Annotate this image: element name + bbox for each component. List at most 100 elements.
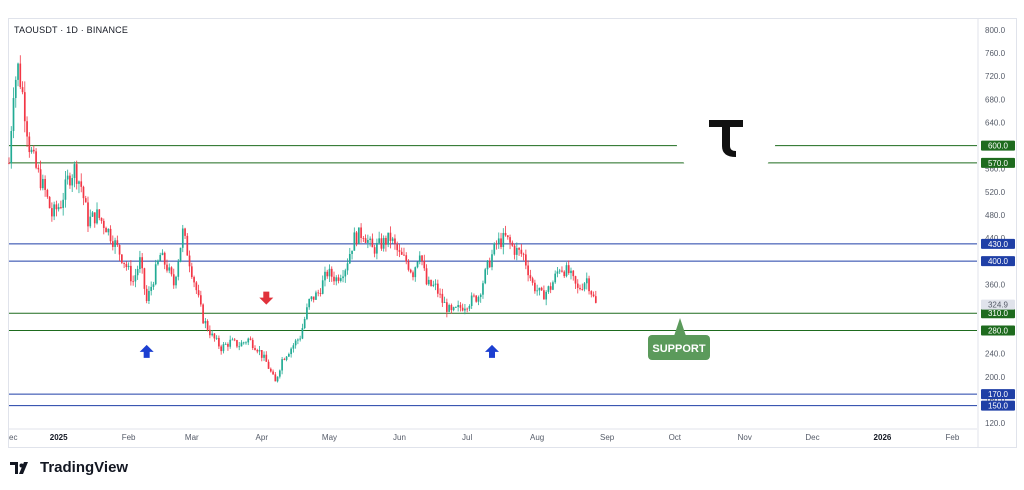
tradingview-footer[interactable]: TradingView xyxy=(10,459,128,476)
candle-body xyxy=(540,287,543,291)
candle-body xyxy=(369,238,371,240)
candle-body xyxy=(421,255,423,262)
candle-body xyxy=(292,345,295,349)
candle-body xyxy=(53,204,55,217)
candle-body xyxy=(486,260,489,270)
candle-body xyxy=(436,283,439,294)
candle-body xyxy=(12,98,15,131)
candle-body xyxy=(269,368,272,372)
candle-body xyxy=(148,290,150,302)
candle-body xyxy=(482,283,484,295)
candle-body xyxy=(446,302,448,312)
candle-body xyxy=(398,250,401,252)
candle-body xyxy=(62,199,65,208)
candle-body xyxy=(348,253,351,264)
candle-body xyxy=(278,370,281,377)
candle-body xyxy=(46,189,49,197)
candle-body xyxy=(430,279,432,286)
candle-body xyxy=(355,232,358,245)
candle-body xyxy=(78,181,80,184)
candle-body xyxy=(130,265,132,282)
x-tick-label: Feb xyxy=(122,433,136,442)
candle-body xyxy=(455,307,457,308)
candle-body xyxy=(161,252,164,256)
candle-body xyxy=(491,254,493,268)
candle-body xyxy=(543,290,545,300)
candle-body xyxy=(330,268,333,277)
candle-body xyxy=(385,237,387,245)
candle-body xyxy=(290,348,292,355)
annotations: SUPPORT xyxy=(139,86,776,360)
candle-body xyxy=(470,295,473,306)
candle-body xyxy=(82,186,85,199)
candle-body xyxy=(328,268,331,277)
x-tick-label: Oct xyxy=(669,433,682,442)
level-tag xyxy=(981,389,1015,400)
candle-body xyxy=(484,269,487,284)
candle-body xyxy=(418,255,421,262)
candle-body xyxy=(193,277,195,283)
candle-body xyxy=(525,254,527,266)
candle-body xyxy=(251,339,254,348)
y-tick-label: 760.0 xyxy=(985,49,1006,58)
candle-body xyxy=(98,209,101,218)
y-tick-label: 680.0 xyxy=(985,95,1006,104)
y-tick-label: 360.0 xyxy=(985,280,1006,289)
candle-body xyxy=(585,278,588,284)
candle-body xyxy=(319,292,322,294)
candle-body xyxy=(511,242,514,246)
candle-body xyxy=(139,257,141,270)
candle-body xyxy=(272,371,274,375)
candle-body xyxy=(425,268,428,285)
candle-body xyxy=(213,333,216,339)
candle-body xyxy=(538,287,541,291)
candle-body xyxy=(308,299,311,308)
candle-body xyxy=(488,260,491,268)
candle-body xyxy=(321,280,324,294)
candle-body xyxy=(218,337,220,347)
candle-body xyxy=(166,264,168,271)
candle-body xyxy=(552,282,554,290)
candle-body xyxy=(175,276,177,286)
candle-body xyxy=(427,279,430,285)
candle-body xyxy=(549,286,552,290)
candle-body xyxy=(373,247,376,254)
candle-body xyxy=(233,339,236,341)
candle-body xyxy=(353,232,356,251)
candle-body xyxy=(439,293,441,295)
x-tick-label: Dec xyxy=(805,433,819,442)
level-tag-label: 170.0 xyxy=(988,390,1009,399)
candle-body xyxy=(475,295,478,302)
candle-body xyxy=(536,290,538,292)
candle-body xyxy=(423,261,426,269)
candle-body xyxy=(204,321,207,324)
candle-body xyxy=(190,266,193,278)
candle-body xyxy=(141,257,144,269)
candle-body xyxy=(37,167,40,170)
x-tick-label: Aug xyxy=(530,433,544,442)
candle-body xyxy=(107,228,110,233)
candle-body xyxy=(240,342,243,347)
candle-body xyxy=(89,216,92,227)
y-tick-label: 720.0 xyxy=(985,72,1006,81)
candle-body xyxy=(199,295,202,305)
candle-body xyxy=(91,212,94,217)
candle-body xyxy=(534,282,536,292)
candle-body xyxy=(376,242,378,254)
brand-name: TradingView xyxy=(40,459,129,476)
candle-body xyxy=(159,255,162,261)
candle-body xyxy=(493,243,496,255)
candle-body xyxy=(592,294,595,297)
chart-frame[interactable] xyxy=(8,18,1017,448)
x-tick-label: Sep xyxy=(600,433,615,442)
candle-body xyxy=(220,346,223,352)
candle-body xyxy=(364,238,367,243)
x-tick-label: Mar xyxy=(185,433,199,442)
candle-body xyxy=(242,342,245,344)
candle-body xyxy=(283,359,286,360)
candle-body xyxy=(324,271,326,281)
candle-body xyxy=(100,217,103,221)
x-tick-label: Nov xyxy=(738,433,752,442)
candle-body xyxy=(64,179,67,200)
